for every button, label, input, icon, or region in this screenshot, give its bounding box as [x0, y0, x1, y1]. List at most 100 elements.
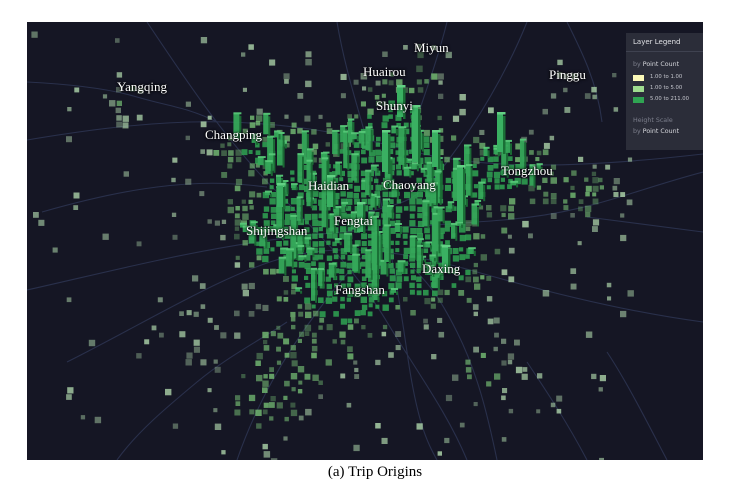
- grid-cell: [620, 213, 625, 218]
- grid-cell: [318, 220, 324, 227]
- grid-cell: [556, 395, 563, 402]
- grid-cell: [417, 87, 424, 93]
- grid-cell: [361, 241, 367, 247]
- density-column: [397, 260, 406, 274]
- grid-cell: [416, 283, 422, 289]
- grid-cell: [291, 269, 296, 274]
- density-column: [276, 174, 284, 187]
- grid-cell: [535, 157, 540, 162]
- grid-cell: [536, 409, 541, 414]
- road: [606, 351, 668, 460]
- grid-cell: [361, 247, 368, 254]
- grid-cell: [171, 212, 177, 217]
- grid-cell: [508, 205, 514, 212]
- density-column: [306, 159, 313, 209]
- grid-cell: [466, 297, 472, 303]
- grid-cell: [451, 222, 458, 225]
- grid-cell: [429, 254, 436, 257]
- grid-cell: [340, 125, 348, 128]
- grid-cell: [242, 227, 248, 233]
- grid-cell: [362, 86, 367, 91]
- grid-cell: [493, 149, 498, 155]
- grid-cell: [486, 296, 493, 302]
- grid-cell: [354, 114, 359, 119]
- grid-cell: [395, 143, 400, 148]
- density-column: [264, 190, 272, 198]
- grid-cell: [409, 289, 415, 295]
- grid-cell: [437, 73, 444, 80]
- grid-cell: [445, 240, 450, 245]
- grid-cell: [620, 192, 626, 197]
- density-column: [357, 202, 366, 234]
- grid-cell: [234, 262, 241, 268]
- grid-cell: [269, 198, 276, 205]
- grid-cell: [157, 297, 163, 303]
- grid-cell: [248, 150, 253, 154]
- legend-color-by-field: Point Count: [642, 61, 680, 68]
- grid-cell: [270, 331, 276, 337]
- grid-cell: [391, 125, 398, 128]
- grid-cell: [550, 93, 557, 99]
- grid-cell: [592, 94, 597, 100]
- grid-cell: [598, 387, 603, 392]
- grid-cell: [391, 208, 394, 220]
- grid-cell: [381, 101, 387, 106]
- grid-cell: [516, 184, 519, 188]
- grid-cell: [227, 156, 234, 163]
- grid-cell: [263, 114, 269, 135]
- grid-cell: [424, 259, 427, 263]
- grid-cell: [471, 205, 477, 225]
- grid-cell: [256, 227, 262, 233]
- grid-cell: [404, 129, 407, 167]
- grid-cell: [500, 205, 507, 212]
- grid-cell: [235, 149, 242, 156]
- density-column: [297, 231, 305, 250]
- grid-cell: [416, 233, 423, 240]
- grid-cell: [304, 115, 311, 122]
- grid-cell: [312, 233, 318, 239]
- grid-cell: [318, 268, 325, 270]
- grid-cell: [391, 185, 397, 198]
- grid-cell: [185, 359, 192, 366]
- grid-cell: [74, 87, 80, 93]
- grid-cell: [281, 178, 284, 187]
- grid-cell: [426, 161, 434, 164]
- grid-cell: [432, 130, 441, 133]
- grid-cell: [425, 183, 434, 186]
- grid-cell: [80, 415, 86, 420]
- grid-cell: [274, 130, 281, 133]
- grid-cell: [493, 317, 500, 324]
- grid-cell: [344, 234, 351, 252]
- map-view[interactable]: Miyun Huairou Pinggu Yangqing Shunyi Cha…: [27, 22, 703, 460]
- grid-cell: [483, 146, 490, 149]
- grid-cell: [283, 395, 288, 400]
- grid-cell: [333, 254, 339, 260]
- grid-cell: [571, 170, 577, 176]
- density-column: [373, 293, 380, 303]
- grid-cell: [473, 233, 480, 240]
- grid-cell: [409, 87, 415, 94]
- grid-cell: [312, 251, 315, 258]
- grid-cell: [395, 150, 401, 155]
- density-column: [425, 241, 432, 250]
- grid-cell: [382, 132, 388, 172]
- district-label-shunyi: Shunyi: [376, 98, 413, 113]
- grid-cell: [130, 86, 136, 92]
- grid-cell: [304, 275, 309, 280]
- grid-cell: [290, 317, 296, 322]
- grid-cell: [284, 226, 289, 232]
- grid-cell: [283, 297, 289, 302]
- grid-cell: [381, 183, 388, 187]
- grid-cell: [420, 167, 428, 170]
- grid-cell: [549, 135, 555, 141]
- grid-cell: [347, 177, 353, 183]
- grid-cell: [367, 240, 374, 246]
- grid-cell: [122, 115, 129, 122]
- grid-cell: [409, 205, 416, 212]
- grid-cell: [233, 113, 240, 139]
- grid-cell: [395, 248, 400, 253]
- grid-cell: [377, 297, 380, 303]
- grid-cell: [368, 283, 373, 288]
- grid-cell: [382, 304, 389, 311]
- density-column: [437, 206, 445, 224]
